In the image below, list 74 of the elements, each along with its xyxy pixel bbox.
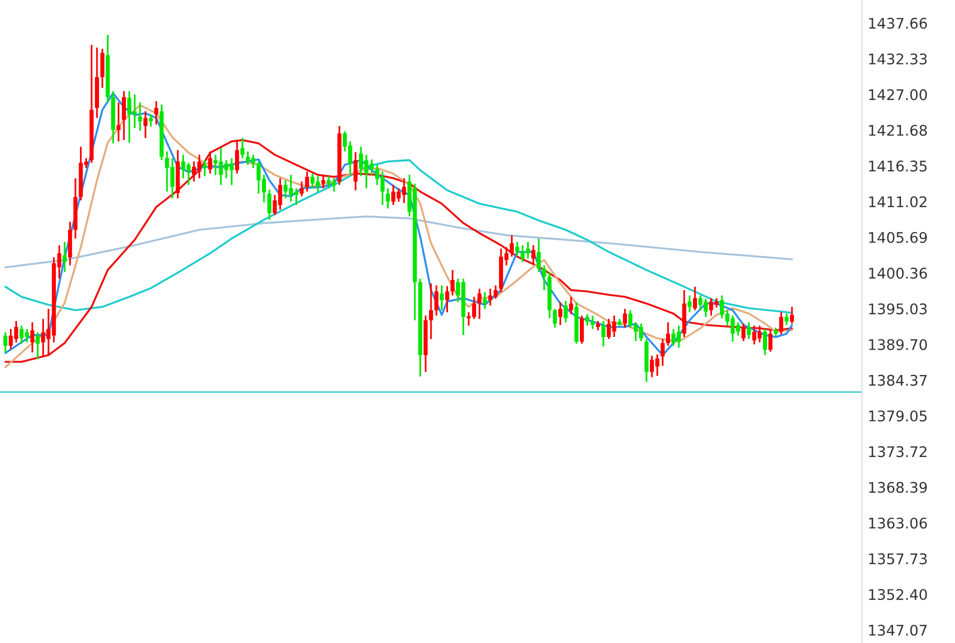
- candlestick: [692, 286, 698, 312]
- candlestick: [601, 320, 606, 348]
- line-series: [4, 159, 793, 314]
- candlestick: [208, 150, 212, 174]
- candlestick: [354, 151, 358, 192]
- candlestick: [580, 314, 584, 345]
- candlestick: [477, 288, 482, 320]
- candlestick: [148, 114, 153, 128]
- candlestick: [450, 269, 455, 296]
- y-tick-label: 1384.37: [869, 374, 927, 386]
- candlestick: [30, 321, 34, 354]
- candlestick: [596, 320, 600, 332]
- y-tick-label: 1357.73: [869, 553, 927, 564]
- candlestick: [3, 331, 8, 354]
- candlestick: [510, 234, 514, 258]
- y-tick-label: 1352.40: [869, 589, 927, 600]
- line-series: [4, 215, 793, 268]
- candlestick: [440, 284, 444, 312]
- candlestick: [784, 312, 789, 326]
- candlestick: [628, 309, 632, 328]
- candlestick: [482, 291, 487, 310]
- candlestick: [569, 296, 574, 316]
- y-tick-label: 1411.02: [869, 196, 926, 208]
- candlestick: [305, 170, 310, 192]
- candlestick: [154, 100, 158, 126]
- y-tick-label: 1427.00: [869, 89, 927, 100]
- y-tick-label: 1405.69: [869, 232, 927, 243]
- candlestick: [746, 321, 751, 340]
- candlestick: [36, 331, 40, 360]
- candlestick: [428, 282, 434, 340]
- candlestick: [138, 102, 142, 132]
- candlestick: [235, 139, 240, 174]
- y-tick-label: 1389.70: [869, 339, 927, 350]
- candlestick: [552, 308, 557, 328]
- candlestick: [768, 328, 772, 353]
- candlestick: [321, 174, 326, 190]
- candlestick: [590, 314, 595, 330]
- candlestick: [434, 284, 438, 316]
- candlestick: [62, 241, 67, 273]
- y-tick-label: 1400.36: [869, 268, 927, 279]
- candlestick: [515, 241, 520, 256]
- candlestick: [666, 321, 670, 347]
- y-tick-label: 1395.03: [869, 303, 927, 314]
- y-tick-label: 1368.39: [869, 482, 927, 493]
- candlestick: [741, 322, 746, 342]
- candlestick: [763, 328, 768, 356]
- candlestick: [536, 238, 541, 273]
- candlestick: [116, 102, 121, 142]
- candlestick: [300, 180, 304, 198]
- candlestick: [267, 188, 272, 221]
- candlestick: [779, 311, 784, 336]
- y-tick-label: 1416.35: [869, 160, 927, 172]
- y-tick-label: 1373.72: [869, 446, 926, 458]
- candlestick: [531, 244, 536, 264]
- y-tick-label: 1379.05: [869, 410, 927, 422]
- candlestick: [122, 90, 126, 141]
- y-tick-label: 1432.33: [869, 53, 927, 65]
- y-tick-label: 1347.07: [869, 624, 927, 636]
- line-series: [4, 139, 793, 363]
- candlestick: [585, 313, 590, 326]
- candlestick: [558, 301, 562, 326]
- candlestick: [386, 187, 390, 210]
- y-tick-label: 1421.68: [869, 124, 927, 136]
- candlestick: [564, 300, 568, 324]
- y-tick-label: 1363.06: [869, 518, 927, 529]
- candlestick: [688, 294, 692, 314]
- candlestick: [240, 137, 244, 159]
- y-tick-label: 1437.66: [869, 18, 927, 29]
- candlestick: [445, 285, 450, 314]
- candlestick: [542, 264, 546, 291]
- candlestick: [143, 110, 148, 139]
- candlestick: [622, 308, 627, 328]
- candlestick: [660, 338, 665, 367]
- candlestick: [790, 306, 794, 324]
